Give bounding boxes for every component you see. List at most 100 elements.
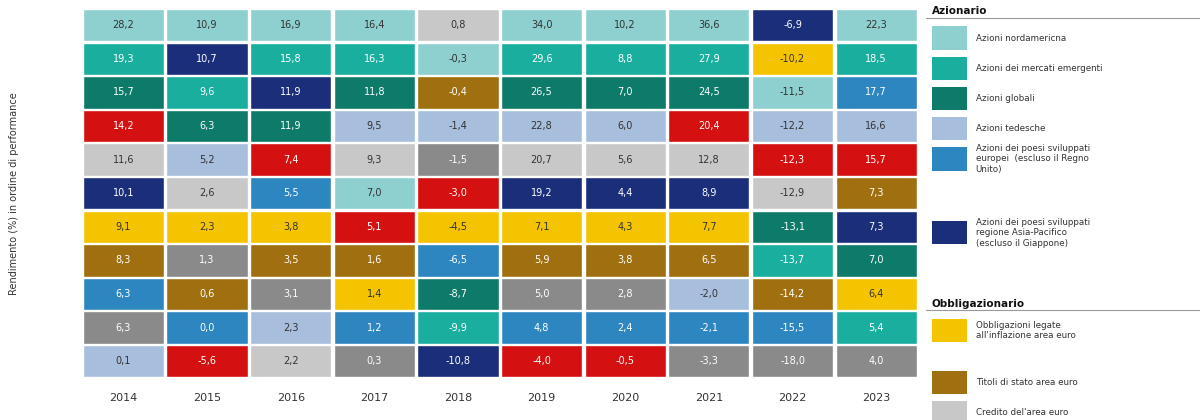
Bar — [502, 278, 582, 310]
Bar — [835, 42, 917, 75]
Bar — [932, 87, 967, 110]
Text: 9,3: 9,3 — [367, 155, 382, 165]
Bar — [334, 76, 415, 109]
Bar — [83, 278, 164, 310]
Text: 2023: 2023 — [862, 393, 890, 403]
Bar — [668, 9, 750, 42]
Bar — [752, 345, 833, 378]
Bar — [83, 177, 164, 210]
Text: 2021: 2021 — [695, 393, 724, 403]
Bar — [418, 76, 498, 109]
Text: 20,4: 20,4 — [698, 121, 720, 131]
Bar — [83, 311, 164, 344]
Text: -2,0: -2,0 — [700, 289, 719, 299]
Bar — [584, 210, 666, 243]
Text: 7,0: 7,0 — [366, 188, 382, 198]
Text: 11,9: 11,9 — [280, 87, 301, 97]
Bar — [668, 110, 750, 142]
Bar — [835, 143, 917, 176]
Bar — [584, 278, 666, 310]
Bar — [835, 210, 917, 243]
Bar — [502, 76, 582, 109]
Text: -3,0: -3,0 — [449, 188, 468, 198]
Bar — [250, 210, 331, 243]
Bar — [752, 244, 833, 277]
Bar — [835, 278, 917, 310]
Text: -11,5: -11,5 — [780, 87, 805, 97]
Bar — [932, 26, 967, 50]
Bar — [334, 244, 415, 277]
Text: 3,5: 3,5 — [283, 255, 299, 265]
Bar — [668, 210, 750, 243]
Bar — [584, 143, 666, 176]
Bar — [752, 210, 833, 243]
Bar — [584, 76, 666, 109]
Bar — [835, 177, 917, 210]
Text: 0,1: 0,1 — [115, 356, 131, 366]
Text: 4,4: 4,4 — [618, 188, 632, 198]
Bar — [668, 76, 750, 109]
Text: -0,4: -0,4 — [449, 87, 468, 97]
Bar — [418, 311, 498, 344]
Bar — [584, 244, 666, 277]
Text: 0,8: 0,8 — [450, 20, 466, 30]
Bar — [250, 76, 331, 109]
Text: 11,8: 11,8 — [364, 87, 385, 97]
Text: -6,9: -6,9 — [784, 20, 802, 30]
Text: 7,7: 7,7 — [701, 222, 716, 232]
Bar — [418, 345, 498, 378]
Text: 6,3: 6,3 — [115, 323, 131, 333]
Text: 8,8: 8,8 — [618, 54, 632, 64]
Bar — [584, 345, 666, 378]
Bar — [584, 177, 666, 210]
Text: 1,3: 1,3 — [199, 255, 215, 265]
Bar — [83, 76, 164, 109]
Text: 7,0: 7,0 — [618, 87, 634, 97]
Text: 6,5: 6,5 — [701, 255, 716, 265]
Text: Credito del'area euro: Credito del'area euro — [976, 408, 1068, 417]
Text: 2,2: 2,2 — [283, 356, 299, 366]
Text: -1,5: -1,5 — [449, 155, 468, 165]
Text: 1,6: 1,6 — [367, 255, 382, 265]
Text: Azioni tedesche: Azioni tedesche — [976, 124, 1045, 133]
Text: 18,5: 18,5 — [865, 54, 887, 64]
Text: 9,1: 9,1 — [115, 222, 131, 232]
Bar — [418, 42, 498, 75]
Text: 2,6: 2,6 — [199, 188, 215, 198]
Text: 19,3: 19,3 — [113, 54, 134, 64]
Bar — [334, 9, 415, 42]
Bar — [167, 210, 247, 243]
Bar — [584, 311, 666, 344]
Bar — [418, 143, 498, 176]
Bar — [932, 319, 967, 342]
Text: -10,8: -10,8 — [445, 356, 470, 366]
Bar — [932, 147, 967, 171]
Bar — [83, 110, 164, 142]
Bar — [83, 345, 164, 378]
Bar — [334, 177, 415, 210]
Text: 2017: 2017 — [360, 393, 389, 403]
Text: 16,6: 16,6 — [865, 121, 887, 131]
Bar — [167, 345, 247, 378]
Text: 10,2: 10,2 — [614, 20, 636, 30]
Bar — [167, 9, 247, 42]
Bar — [418, 278, 498, 310]
Text: 8,9: 8,9 — [701, 188, 716, 198]
Text: 5,1: 5,1 — [366, 222, 382, 232]
Text: 17,7: 17,7 — [865, 87, 887, 97]
Bar — [932, 371, 967, 394]
Text: -8,7: -8,7 — [449, 289, 468, 299]
Bar — [250, 110, 331, 142]
Text: 10,7: 10,7 — [197, 54, 218, 64]
Text: 16,3: 16,3 — [364, 54, 385, 64]
Bar — [835, 244, 917, 277]
Text: Azioni nordamericna: Azioni nordamericna — [976, 34, 1066, 42]
Text: 12,8: 12,8 — [698, 155, 720, 165]
Bar — [502, 345, 582, 378]
Text: 28,2: 28,2 — [113, 20, 134, 30]
Text: 0,0: 0,0 — [199, 323, 215, 333]
Text: -13,1: -13,1 — [780, 222, 805, 232]
Bar — [334, 42, 415, 75]
Text: 14,2: 14,2 — [113, 121, 134, 131]
Text: 4,0: 4,0 — [869, 356, 884, 366]
